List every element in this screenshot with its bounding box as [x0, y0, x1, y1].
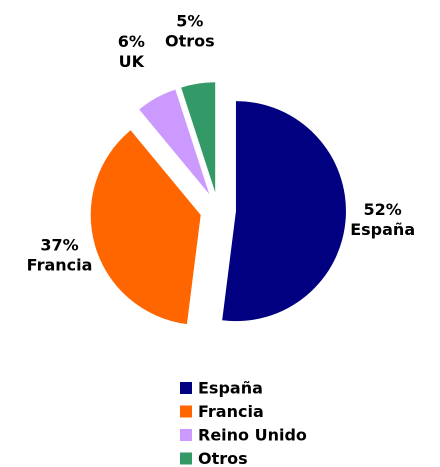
legend-swatch — [180, 382, 192, 394]
legend-swatch — [180, 429, 192, 441]
slice-label: Otros — [165, 32, 215, 51]
slice-label: Francia — [27, 256, 93, 275]
pie-slice — [181, 82, 216, 193]
pie-slice — [139, 89, 210, 195]
slice-label: España — [350, 220, 415, 239]
data-label: 6% — [118, 32, 145, 51]
pie-slice — [90, 130, 201, 325]
legend-swatch — [180, 405, 192, 418]
legend-label: Otros — [198, 449, 248, 467]
slice-label: UK — [119, 52, 145, 71]
pie-slice — [222, 101, 346, 322]
data-label: 5% — [176, 12, 203, 31]
legend-label: Reino Unido — [198, 426, 307, 445]
legend-label: Francia — [198, 402, 264, 421]
legend-swatch — [180, 452, 192, 465]
legend-label: España — [198, 379, 263, 398]
data-label: 37% — [40, 236, 78, 255]
data-label: 52% — [364, 200, 402, 219]
